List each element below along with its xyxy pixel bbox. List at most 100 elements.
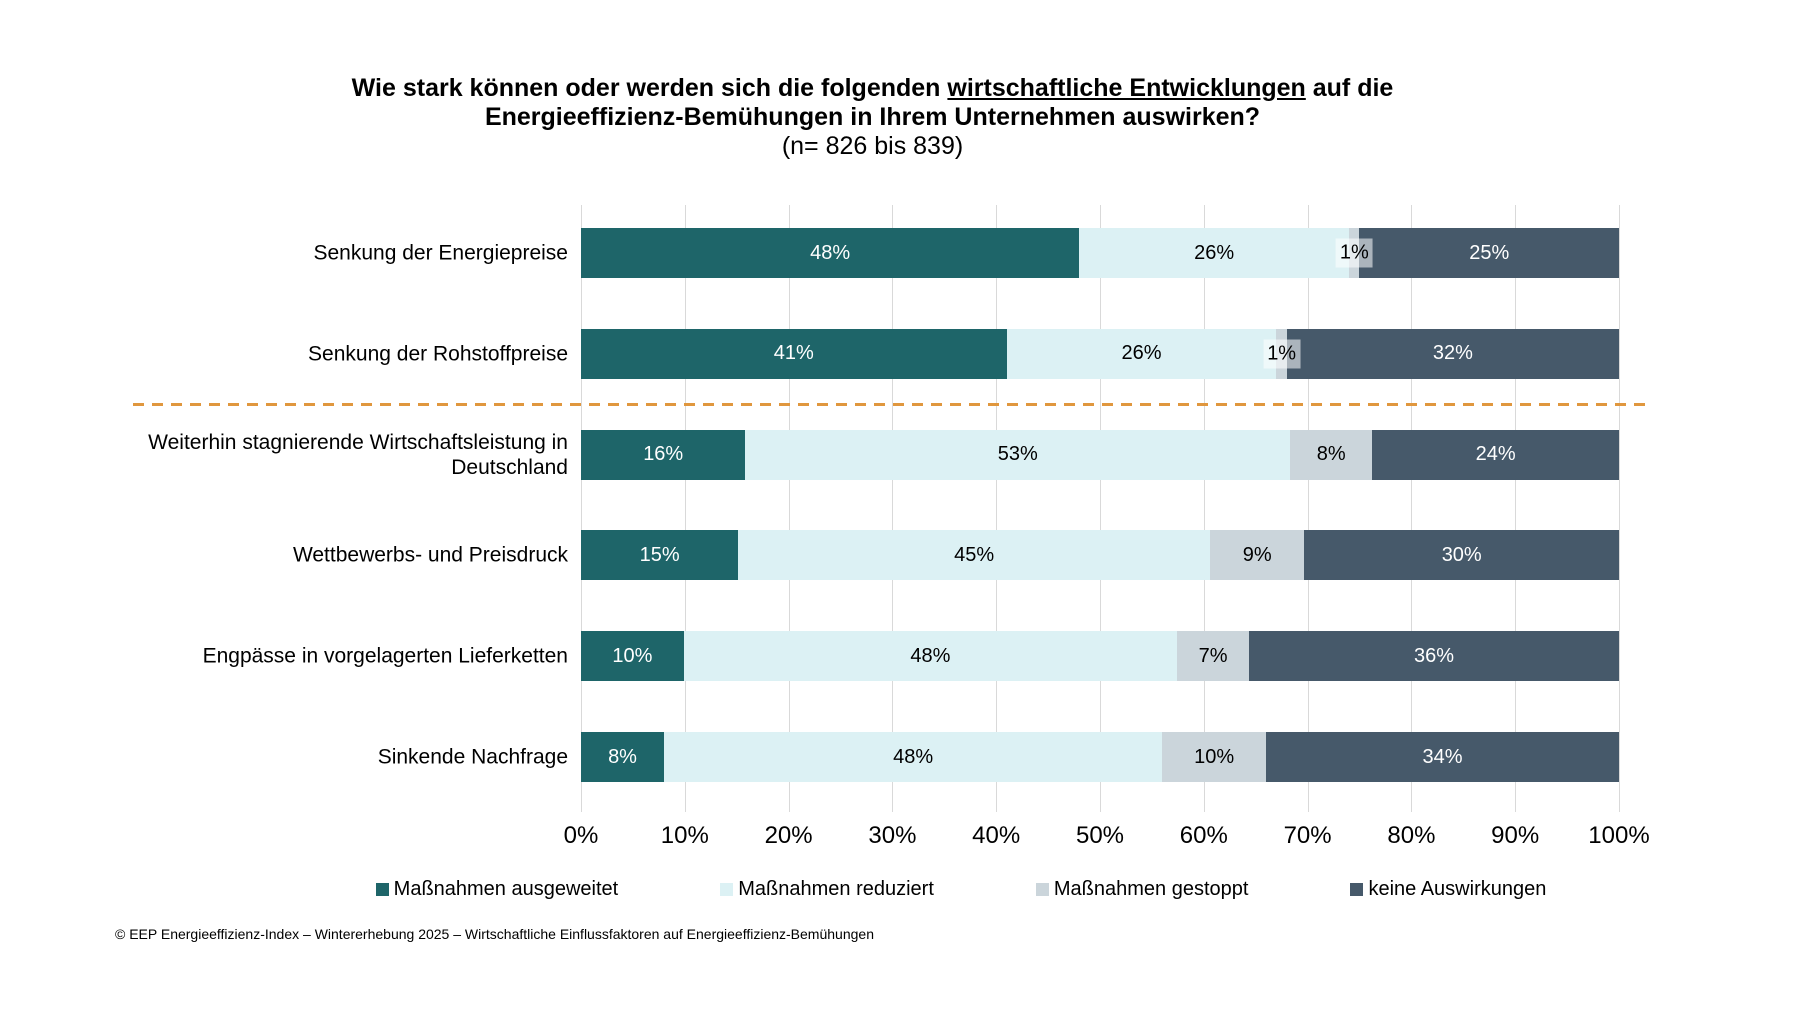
value-label: 48% xyxy=(810,241,851,264)
value-label: 34% xyxy=(1422,745,1463,768)
gridline xyxy=(1203,205,1205,812)
category-label: Engpässe in vorgelagerten Lieferketten xyxy=(202,644,568,668)
gridline xyxy=(1411,205,1413,812)
bar-segment: 26% xyxy=(1079,228,1350,278)
legend-label: Maßnahmen reduziert xyxy=(738,878,934,900)
x-tick-label: 40% xyxy=(972,822,1021,849)
bar-row: 16% 53% 8% 24% xyxy=(581,429,1619,480)
bar-segment: 1% xyxy=(1335,228,1373,278)
bar-segment: 53% xyxy=(745,429,1291,480)
legend-color-swatch xyxy=(1350,883,1364,896)
gridline xyxy=(1307,205,1309,812)
bar-segment: 26% xyxy=(1006,328,1277,379)
bar-row: 48% 26% 1% 25% xyxy=(581,228,1619,278)
gridline xyxy=(1100,205,1101,812)
value-label: 45% xyxy=(954,543,995,566)
value-label: 1% xyxy=(1263,339,1301,369)
value-label: 48% xyxy=(910,644,951,667)
value-label: 32% xyxy=(1432,342,1473,365)
category-label: Sinkende Nachfrage xyxy=(377,745,568,769)
category-label: Senkung der Rohstoffpreise xyxy=(308,342,568,366)
gridline xyxy=(996,205,998,812)
bar-segment: 36% xyxy=(1249,631,1619,682)
orange-dashed-separator xyxy=(133,403,1645,406)
x-tick-label: 70% xyxy=(1283,822,1332,849)
bar-row: 41% 26% 1% 32% xyxy=(581,328,1619,379)
bar-segment: 15% xyxy=(581,530,739,581)
bar-segment: 10% xyxy=(581,631,684,682)
category-label: Senkung der Energiepreise xyxy=(313,241,568,265)
legend-item: Maßnahmen reduziert xyxy=(720,878,934,901)
x-tick-label: 60% xyxy=(1179,822,1228,849)
legend-label: Maßnahmen gestoppt xyxy=(1053,878,1249,900)
gridline xyxy=(1619,205,1620,812)
legend-color-swatch xyxy=(720,883,734,896)
x-tick-label: 30% xyxy=(868,822,917,849)
value-label: 26% xyxy=(1194,241,1235,264)
chart-title-line1: Wie stark können oder werden sich die fo… xyxy=(0,74,1745,103)
gridline xyxy=(892,205,894,812)
value-label: 48% xyxy=(893,745,934,768)
x-tick-label: 0% xyxy=(563,822,599,849)
value-label: 26% xyxy=(1121,342,1162,365)
bar-segment: 25% xyxy=(1359,228,1619,278)
gridline xyxy=(684,205,686,812)
title-underlined-text: wirtschaftliche Entwicklungen xyxy=(947,74,1306,102)
bar-segment: 24% xyxy=(1372,429,1619,480)
chart-title: Wie stark können oder werden sich die fo… xyxy=(0,74,1745,161)
value-label: 10% xyxy=(612,644,653,667)
value-label: 36% xyxy=(1413,644,1454,667)
value-label: 53% xyxy=(997,443,1038,466)
legend-label: Maßnahmen ausgeweitet xyxy=(393,878,619,900)
bar-segment: 7% xyxy=(1177,631,1249,682)
legend: Maßnahmen ausgeweitet Maßnahmen reduziert… xyxy=(0,878,1800,901)
value-label: 25% xyxy=(1469,241,1510,264)
plot-area: 48% 26% 1% 25% 41% 26% 1% 32% 16% 53% 8% 24% 15% 45% 9… xyxy=(581,205,1620,812)
bar-segment: 48% xyxy=(664,732,1163,782)
bar-segment: 16% xyxy=(581,429,746,480)
legend-item: keine Auswirkungen xyxy=(1350,878,1546,901)
value-label: 8% xyxy=(1316,443,1346,466)
bar-segment: 32% xyxy=(1286,328,1619,379)
value-label: 30% xyxy=(1441,543,1482,566)
legend-color-swatch xyxy=(1035,883,1049,896)
value-label: 7% xyxy=(1198,644,1228,667)
value-label: 15% xyxy=(639,543,680,566)
bar-segment: 34% xyxy=(1266,732,1619,782)
bar-segment: 9% xyxy=(1210,530,1305,581)
legend-item: Maßnahmen ausgeweitet xyxy=(375,878,619,901)
value-label: 41% xyxy=(773,342,814,365)
bar-segment: 30% xyxy=(1304,530,1619,581)
legend-label: keine Auswirkungen xyxy=(1368,878,1547,900)
title-text: Wie stark können oder werden sich die fo… xyxy=(351,74,948,102)
category-label: Weiterhin stagnierende Wirtschaftsleistu… xyxy=(148,430,568,479)
value-label: 24% xyxy=(1475,443,1516,466)
x-axis: 0% 10% 20% 30% 40% 50% 60% 70% 80% 90% 100% xyxy=(564,822,1650,854)
footer-source-text: © EEP Energieeffizienz-Index – Wintererh… xyxy=(115,926,874,942)
bar-segment: 41% xyxy=(581,328,1007,379)
category-label: Wettbewerbs- und Preisdruck xyxy=(292,543,568,567)
title-text: auf die xyxy=(1305,74,1394,102)
gridline xyxy=(1515,205,1517,812)
sample-size-note: (n= 826 bis 839) xyxy=(781,132,964,160)
bar-segment: 1% xyxy=(1263,328,1301,379)
value-label: 1% xyxy=(1335,238,1373,268)
value-label: 10% xyxy=(1194,745,1235,768)
legend-color-swatch xyxy=(375,883,389,896)
chart-title-line2: Energieeffizienz-Bemühungen in Ihrem Unt… xyxy=(484,103,1261,131)
bar-segment: 8% xyxy=(581,732,665,782)
value-label: 9% xyxy=(1242,543,1272,566)
bar-segment: 45% xyxy=(738,530,1211,581)
bar-segment: 48% xyxy=(581,228,1080,278)
gridline xyxy=(788,205,790,812)
bar-row: 10% 48% 7% 36% xyxy=(581,631,1619,682)
value-label: 16% xyxy=(643,443,684,466)
bar-segment: 8% xyxy=(1290,429,1373,480)
legend-item: Maßnahmen gestoppt xyxy=(1035,878,1249,901)
bar-segment: 48% xyxy=(683,631,1178,682)
x-tick-label: 10% xyxy=(660,822,709,849)
value-label: 8% xyxy=(608,745,637,768)
x-tick-label: 80% xyxy=(1387,822,1436,849)
x-tick-label: 90% xyxy=(1491,822,1540,849)
